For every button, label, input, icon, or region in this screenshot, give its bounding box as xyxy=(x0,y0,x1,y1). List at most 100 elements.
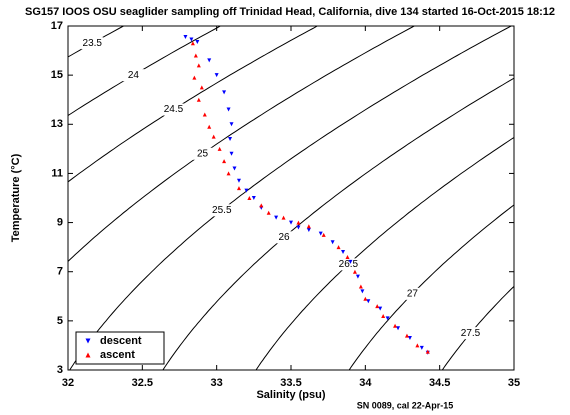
x-tick-label: 34 xyxy=(359,377,372,389)
contour-label-bg xyxy=(191,147,214,160)
density-contour xyxy=(441,285,514,370)
data-point xyxy=(407,336,412,341)
data-point xyxy=(289,220,293,225)
data-point xyxy=(236,186,241,191)
data-point xyxy=(192,75,197,80)
contour-label: 24.5 xyxy=(164,104,184,115)
data-point xyxy=(211,134,216,139)
density-contour xyxy=(348,204,514,370)
density-contour xyxy=(68,26,416,263)
data-point xyxy=(355,274,360,279)
legend-label: descent xyxy=(100,335,142,347)
data-point xyxy=(396,326,401,331)
contour-label-bg xyxy=(122,69,145,82)
x-tick-label: 34.5 xyxy=(429,377,450,389)
data-point xyxy=(199,85,204,90)
data-point xyxy=(196,63,201,68)
data-point xyxy=(226,171,231,176)
data-point xyxy=(345,254,350,259)
density-contour xyxy=(68,26,319,183)
data-point xyxy=(296,220,301,225)
contour-label-bg xyxy=(210,204,233,217)
density-contour xyxy=(255,136,514,370)
data-point xyxy=(306,227,311,232)
y-tick-label: 7 xyxy=(57,266,63,278)
contour-label: 25 xyxy=(197,148,209,159)
data-point xyxy=(247,196,252,200)
data-point xyxy=(381,313,386,318)
contour-label-bg xyxy=(401,287,424,300)
data-point xyxy=(419,345,424,350)
data-point xyxy=(195,39,200,44)
data-point xyxy=(193,53,198,58)
contour-layer: 23.5 24 24.5 25 25.5 26 26.5 27 27.5 xyxy=(68,26,514,370)
data-point xyxy=(318,231,323,236)
data-point xyxy=(378,306,383,311)
data-point xyxy=(190,41,195,46)
contour-label-bg xyxy=(162,103,185,116)
data-point xyxy=(222,159,227,164)
density-contour xyxy=(162,77,514,370)
data-point xyxy=(259,203,264,208)
data-point xyxy=(330,240,335,245)
y-tick-label: 5 xyxy=(57,315,63,327)
data-point xyxy=(348,259,353,264)
contour-label-bg xyxy=(459,327,482,340)
chart-title: SG157 IOOS OSU seaglider sampling off Tr… xyxy=(25,6,555,18)
data-point xyxy=(202,112,207,117)
data-point xyxy=(296,225,301,230)
data-point xyxy=(196,97,201,102)
data-point xyxy=(232,166,237,171)
data-point xyxy=(214,73,219,78)
data-point xyxy=(229,122,234,127)
contour-label-bg xyxy=(337,258,360,271)
legend-box xyxy=(75,331,165,365)
x-tick-label: 32 xyxy=(62,377,74,389)
y-tick-label: 11 xyxy=(51,167,63,179)
contour-label: 26 xyxy=(279,232,291,243)
contour-label-bg xyxy=(273,231,296,244)
y-tick-label: 3 xyxy=(57,364,63,376)
data-point xyxy=(222,90,227,95)
contour-label: 27 xyxy=(407,288,419,299)
contour-label: 27.5 xyxy=(461,328,481,339)
data-point xyxy=(336,245,341,250)
data-point xyxy=(358,284,363,289)
data-point xyxy=(189,37,194,42)
y-tick-label: 17 xyxy=(51,20,63,32)
x-tick-label: 35 xyxy=(508,377,520,389)
contour-label: 26.5 xyxy=(339,259,359,270)
data-point xyxy=(251,196,256,200)
data-point xyxy=(341,250,346,255)
data-point xyxy=(363,296,368,301)
data-point xyxy=(226,107,231,112)
data-point xyxy=(274,215,279,220)
y-axis-label: Temperature (°C) xyxy=(10,153,22,242)
data-point xyxy=(375,304,380,309)
data-point xyxy=(236,178,241,183)
data-point xyxy=(360,289,365,294)
data-point xyxy=(229,151,234,156)
contour-label-bg xyxy=(81,37,104,50)
data-point xyxy=(266,210,271,215)
data-point xyxy=(306,224,311,229)
data-point xyxy=(385,316,390,321)
density-contour xyxy=(69,26,513,370)
x-tick-label: 33.5 xyxy=(280,377,301,389)
data-point xyxy=(207,124,212,129)
data-point xyxy=(217,146,222,151)
y-tick-label: 15 xyxy=(51,69,63,81)
y-tick-label: 9 xyxy=(57,216,63,228)
legend-label: ascent xyxy=(100,349,135,361)
data-point xyxy=(415,343,420,348)
x-tick-label: 32.5 xyxy=(132,377,153,389)
data-point xyxy=(207,58,212,63)
legend-marker xyxy=(85,352,91,358)
x-axis-label: Salinity (psu) xyxy=(256,389,325,401)
data-point xyxy=(393,323,398,328)
data-point xyxy=(425,349,430,354)
footnote: SN 0089, cal 22-Apr-15 xyxy=(357,400,454,410)
y-tick-label: 13 xyxy=(51,118,63,130)
contour-label: 25.5 xyxy=(212,205,232,216)
data-point xyxy=(228,137,233,142)
